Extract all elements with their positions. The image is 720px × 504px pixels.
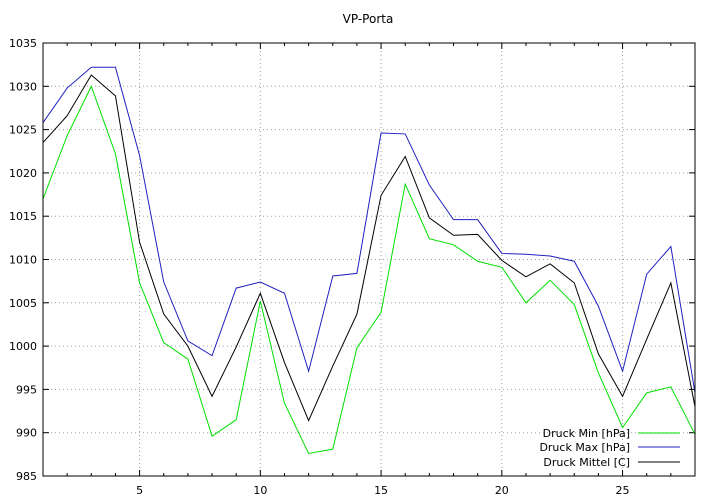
legend-label: Druck Min [hPa] bbox=[543, 427, 630, 440]
y-tick-label: 1005 bbox=[9, 297, 37, 310]
y-tick-label: 995 bbox=[16, 383, 37, 396]
x-tick-label: 10 bbox=[253, 484, 267, 497]
series-line-3 bbox=[42, 74, 696, 422]
axis-ticks: 9859909951000100510101015102010251030103… bbox=[9, 37, 696, 497]
x-tick-label: 20 bbox=[495, 484, 509, 497]
y-tick-label: 1020 bbox=[9, 167, 37, 180]
y-tick-label: 1035 bbox=[9, 37, 37, 50]
y-tick-label: 985 bbox=[16, 470, 37, 483]
y-tick-label: 1030 bbox=[9, 80, 37, 93]
y-tick-label: 1000 bbox=[9, 340, 37, 353]
legend-label: Druck Max [hPa] bbox=[539, 441, 630, 454]
x-tick-label: 25 bbox=[616, 484, 630, 497]
series-line-1 bbox=[42, 85, 696, 455]
x-tick-label: 15 bbox=[374, 484, 388, 497]
plot-frame bbox=[42, 42, 696, 477]
legend: Druck Min [hPa]Druck Max [hPa] Druck Mitt… bbox=[539, 427, 680, 469]
y-tick-label: 990 bbox=[16, 427, 37, 440]
series-line-2 bbox=[42, 66, 696, 393]
legend-label: Druck Mittel [C] bbox=[543, 456, 630, 469]
y-tick-label: 1010 bbox=[9, 254, 37, 267]
chart-title: VP-Porta bbox=[343, 12, 394, 26]
y-tick-label: 1015 bbox=[9, 210, 37, 223]
grid bbox=[43, 43, 695, 476]
x-tick-label: 5 bbox=[136, 484, 143, 497]
series-lines bbox=[42, 66, 696, 455]
y-tick-label: 1025 bbox=[9, 124, 37, 137]
